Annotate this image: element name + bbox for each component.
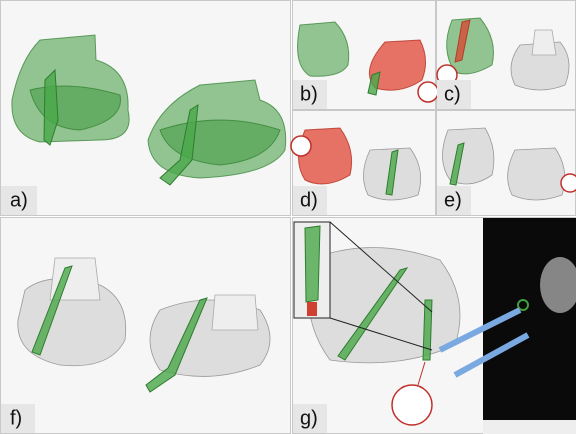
panel-label: c) xyxy=(444,83,461,105)
panel-label: d) xyxy=(300,189,318,211)
panel-label: g) xyxy=(300,407,318,429)
panel-label: f) xyxy=(10,407,22,429)
figure: a) b) c) d) e) f) g) xyxy=(0,0,576,434)
panel-label: e) xyxy=(444,189,462,211)
panel-label: a) xyxy=(10,189,28,211)
panel-label: b) xyxy=(300,83,318,105)
